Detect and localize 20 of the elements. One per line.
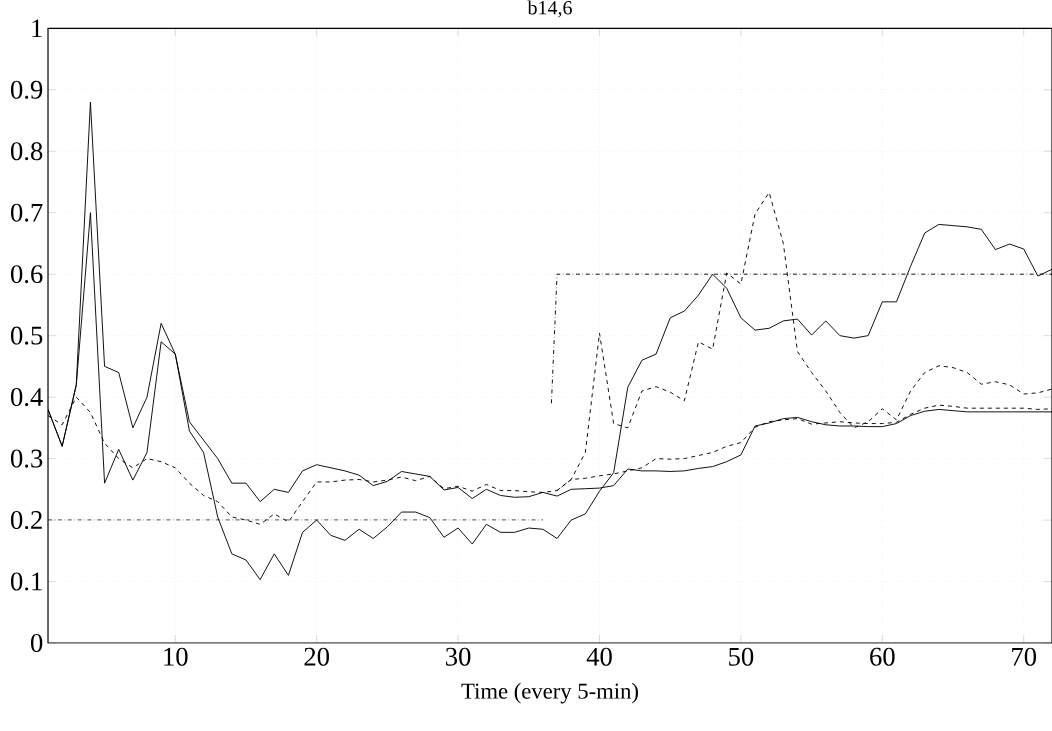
y-tick-label: 0.1 xyxy=(10,572,42,591)
y-tick-label: 0.2 xyxy=(10,511,42,530)
y-tick-label: 0.6 xyxy=(10,265,43,284)
y-tick-label: 0.7 xyxy=(10,203,43,222)
x-tick-label: 30 xyxy=(446,647,471,666)
x-tick-label: 60 xyxy=(870,647,895,666)
x-tick-label: 10 xyxy=(164,647,188,666)
y-tick-label: 0.9 xyxy=(10,80,43,99)
y-tick-label: 0.3 xyxy=(10,449,43,468)
x-tick-label: 50 xyxy=(729,647,754,666)
y-tick-label: 0.5 xyxy=(10,326,43,345)
x-tick-label: 20 xyxy=(304,647,329,666)
y-tick-label: 1 xyxy=(32,19,42,38)
y-tick-label: 0.4 xyxy=(10,388,43,407)
y-tick-label: 0.8 xyxy=(10,142,43,161)
chart-title: b14,6 xyxy=(527,0,572,18)
y-tick-label: 0 xyxy=(30,633,43,652)
x-tick-label: 40 xyxy=(586,647,612,666)
x-tick-label: 70 xyxy=(1012,647,1037,666)
x-axis-title: Time (every 5-min) xyxy=(461,682,638,704)
